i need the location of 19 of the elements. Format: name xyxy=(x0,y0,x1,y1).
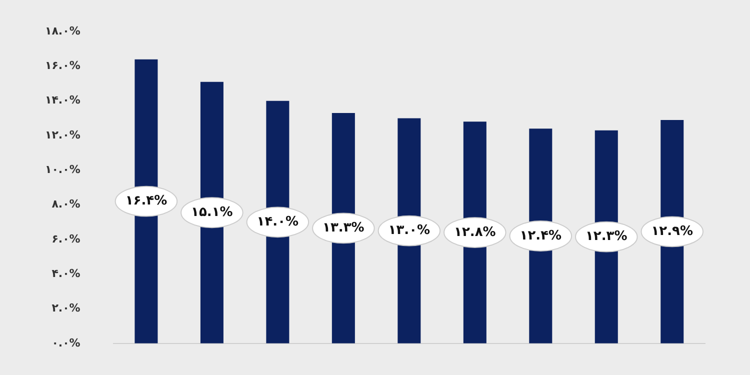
data-label: ۱۲.۸% xyxy=(454,224,496,240)
y-tick-label: ۱۸.۰% xyxy=(45,24,80,38)
y-tick-label: ۱۰.۰% xyxy=(45,163,80,176)
y-tick-label: ۰.۰% xyxy=(52,336,80,350)
data-label: ۱۶.۴% xyxy=(125,194,168,209)
data-label: ۱۵.۱% xyxy=(191,204,233,220)
data-label: ۱۳.۳% xyxy=(322,220,364,236)
data-label: ۱۲.۹% xyxy=(651,224,694,240)
data-label: ۱۲.۴% xyxy=(520,228,562,244)
y-tick-label: ۶.۰% xyxy=(52,232,80,246)
data-label: ۱۲.۳% xyxy=(586,229,628,244)
data-label: ۱۳.۰% xyxy=(388,223,430,238)
y-tick-label: ۱۲.۰% xyxy=(45,128,80,142)
y-tick-label: ۴.۰% xyxy=(52,266,80,280)
y-tick-label: ۱۶.۰% xyxy=(45,59,80,72)
y-tick-label: ۱۴.۰% xyxy=(45,94,80,107)
data-label: ۱۴.۰% xyxy=(256,214,299,230)
y-tick-label: ۲.۰% xyxy=(52,302,80,315)
y-tick-label: ۸.۰% xyxy=(52,198,80,211)
